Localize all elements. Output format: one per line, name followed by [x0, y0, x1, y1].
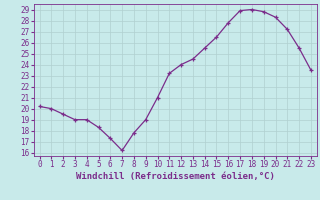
X-axis label: Windchill (Refroidissement éolien,°C): Windchill (Refroidissement éolien,°C): [76, 172, 275, 181]
